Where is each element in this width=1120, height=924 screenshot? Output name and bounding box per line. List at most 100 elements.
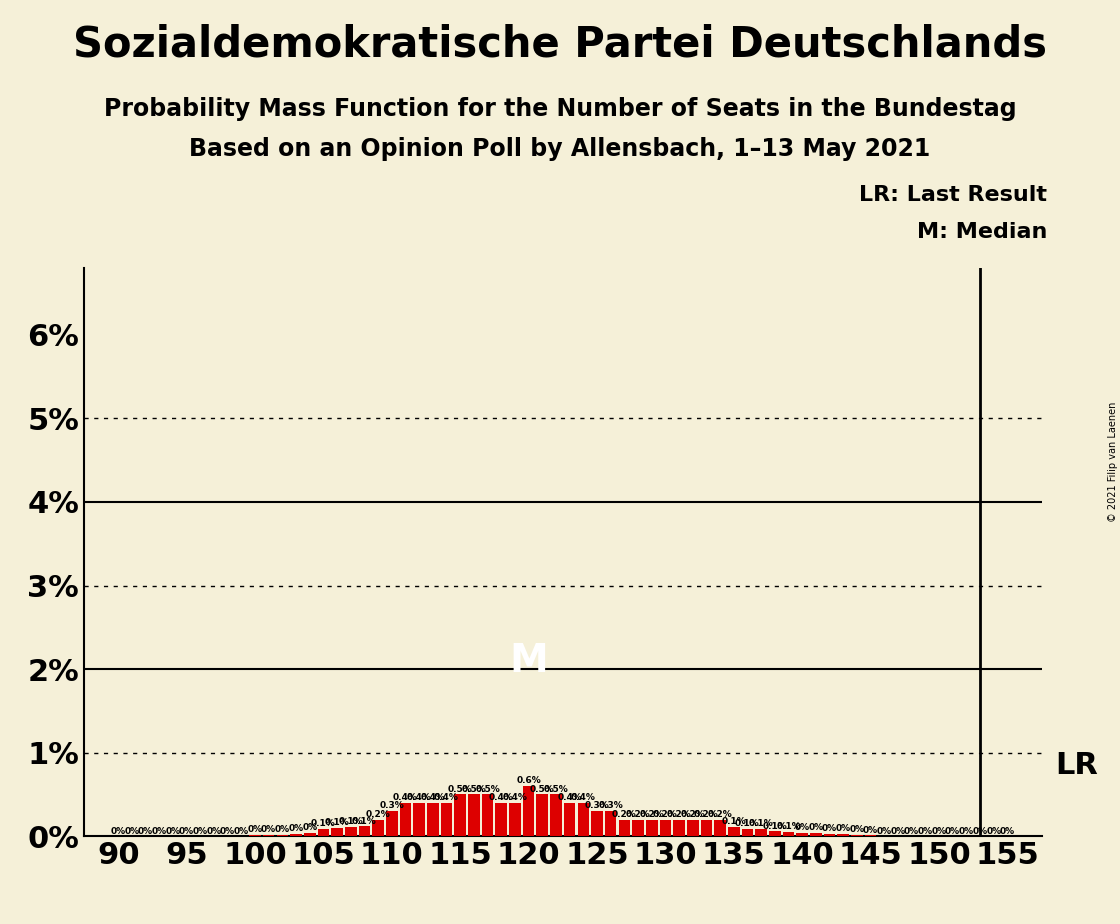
Text: 0%: 0% — [890, 827, 906, 835]
Text: M: M — [510, 642, 548, 680]
Text: 0.4%: 0.4% — [393, 793, 418, 802]
Bar — [728, 827, 739, 836]
Text: 0.4%: 0.4% — [435, 793, 459, 802]
Bar — [796, 833, 808, 836]
Text: 0.2%: 0.2% — [612, 809, 637, 819]
Bar — [701, 820, 712, 836]
Text: 0%: 0% — [138, 827, 153, 835]
Bar — [632, 820, 644, 836]
Bar — [263, 834, 274, 836]
Bar — [400, 803, 411, 836]
Text: Sozialdemokratische Partei Deutschlands: Sozialdemokratische Partei Deutschlands — [73, 23, 1047, 65]
Text: 0.2%: 0.2% — [653, 809, 678, 819]
Bar — [413, 803, 424, 836]
Text: 0.4%: 0.4% — [558, 793, 582, 802]
Bar — [304, 833, 316, 836]
Bar — [660, 820, 671, 836]
Text: 0%: 0% — [274, 825, 290, 833]
Text: 0%: 0% — [809, 823, 823, 833]
Bar — [741, 829, 754, 836]
Text: 0%: 0% — [179, 827, 194, 835]
Text: 0.4%: 0.4% — [571, 793, 596, 802]
Text: 0%: 0% — [234, 827, 249, 835]
Bar — [427, 803, 439, 836]
Text: 0%: 0% — [220, 827, 235, 835]
Text: LR: LR — [1055, 750, 1098, 780]
Text: 0.4%: 0.4% — [503, 793, 528, 802]
Bar — [783, 832, 794, 836]
Bar — [482, 795, 494, 836]
Text: 0.5%: 0.5% — [448, 784, 473, 794]
Bar — [386, 811, 398, 836]
Bar — [358, 826, 371, 836]
Bar — [618, 820, 631, 836]
Text: 0%: 0% — [302, 823, 317, 833]
Text: 0%: 0% — [289, 824, 304, 833]
Bar — [823, 833, 836, 836]
Text: 0.6%: 0.6% — [516, 776, 541, 785]
Bar — [673, 820, 685, 836]
Bar — [455, 795, 466, 836]
Text: 0.2%: 0.2% — [366, 809, 391, 819]
Text: 0%: 0% — [959, 827, 974, 835]
Text: 0%: 0% — [972, 827, 988, 835]
Text: Probability Mass Function for the Number of Seats in the Bundestag: Probability Mass Function for the Number… — [104, 97, 1016, 121]
Text: 0.3%: 0.3% — [585, 801, 609, 810]
Bar — [495, 803, 507, 836]
Text: 0.3%: 0.3% — [380, 801, 404, 810]
Bar — [591, 811, 603, 836]
Text: 0.2%: 0.2% — [694, 809, 719, 819]
Text: 0.5%: 0.5% — [530, 784, 554, 794]
Bar — [755, 829, 767, 836]
Text: 0%: 0% — [932, 827, 946, 835]
Text: 0.1%: 0.1% — [749, 819, 774, 828]
Text: 0%: 0% — [904, 827, 920, 835]
Bar — [510, 803, 521, 836]
Text: 0.1%: 0.1% — [311, 819, 336, 828]
Bar — [646, 820, 657, 836]
Bar — [249, 834, 261, 836]
Bar — [468, 795, 479, 836]
Text: 0%: 0% — [917, 827, 933, 835]
Text: 0.1%: 0.1% — [776, 822, 801, 832]
Text: 0%: 0% — [945, 827, 960, 835]
Bar — [687, 820, 699, 836]
Bar — [332, 828, 343, 836]
Text: 0%: 0% — [124, 827, 140, 835]
Bar — [345, 827, 356, 836]
Text: 0%: 0% — [822, 824, 837, 833]
Text: M: Median: M: Median — [917, 222, 1047, 242]
Bar — [563, 803, 576, 836]
Bar — [578, 803, 589, 836]
Text: 0.4%: 0.4% — [407, 793, 431, 802]
Text: 0.4%: 0.4% — [420, 793, 446, 802]
Text: 0.1%: 0.1% — [325, 818, 349, 827]
Text: 0.4%: 0.4% — [488, 793, 514, 802]
Text: 0.1%: 0.1% — [352, 817, 376, 825]
Text: 0.1%: 0.1% — [721, 818, 746, 826]
Text: 0%: 0% — [166, 827, 180, 835]
Text: 0%: 0% — [193, 827, 208, 835]
Bar — [851, 834, 862, 836]
Bar — [550, 795, 562, 836]
Text: 0.5%: 0.5% — [461, 784, 486, 794]
Text: 0%: 0% — [206, 827, 222, 835]
Bar — [372, 820, 384, 836]
Text: 0%: 0% — [1000, 827, 1015, 835]
Text: 0%: 0% — [849, 825, 865, 833]
Text: 0%: 0% — [836, 824, 851, 833]
Bar — [715, 820, 726, 836]
Text: 0%: 0% — [151, 827, 167, 835]
Bar — [536, 795, 548, 836]
Text: 0%: 0% — [261, 825, 277, 833]
Bar — [290, 833, 302, 836]
Text: 0.1%: 0.1% — [735, 819, 759, 828]
Bar — [605, 811, 616, 836]
Text: 0.2%: 0.2% — [680, 809, 706, 819]
Text: 0.2%: 0.2% — [640, 809, 664, 819]
Text: 0.2%: 0.2% — [626, 809, 651, 819]
Text: © 2021 Filip van Laenen: © 2021 Filip van Laenen — [1108, 402, 1118, 522]
Text: Based on an Opinion Poll by Allensbach, 1–13 May 2021: Based on an Opinion Poll by Allensbach, … — [189, 137, 931, 161]
Text: LR: Last Result: LR: Last Result — [859, 185, 1047, 205]
Text: 0%: 0% — [794, 823, 810, 833]
